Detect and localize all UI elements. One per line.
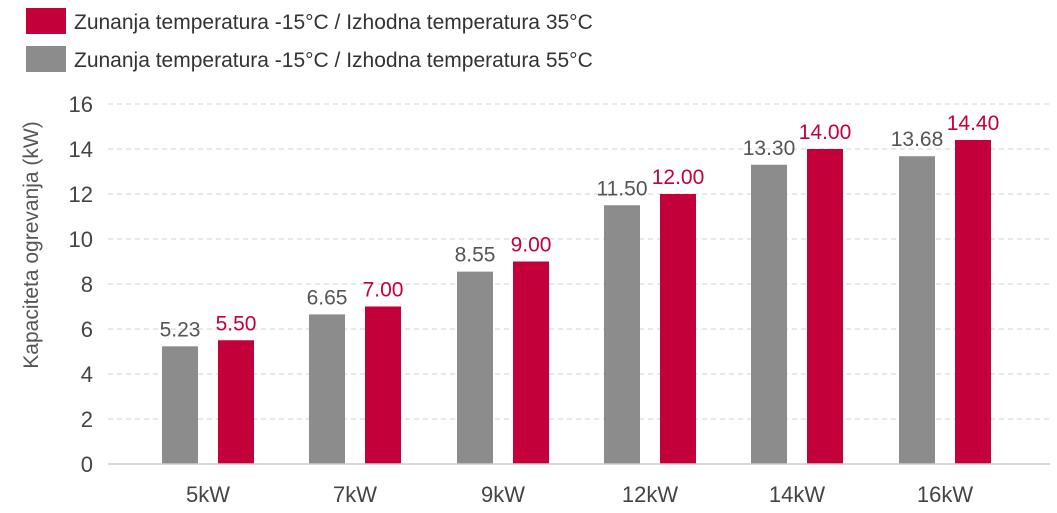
data-label: 7.00 bbox=[363, 279, 404, 302]
data-label: 11.50 bbox=[597, 177, 648, 200]
data-label: 5.23 bbox=[160, 318, 201, 341]
legend: Zunanja temperatura -15°C / Izhodna temp… bbox=[26, 8, 593, 72]
y-tick-label: 14 bbox=[69, 137, 93, 162]
category-label: 12kW bbox=[622, 482, 678, 507]
category-label: 9kW bbox=[481, 482, 525, 507]
bar-red-7kW bbox=[365, 306, 401, 464]
data-label: 12.00 bbox=[652, 166, 705, 189]
data-label: 13.68 bbox=[891, 128, 944, 151]
y-tick-label: 10 bbox=[69, 227, 93, 252]
y-tick-label: 4 bbox=[81, 362, 93, 387]
y-tick-label: 6 bbox=[81, 317, 93, 342]
data-label: 13.30 bbox=[743, 137, 796, 160]
y-tick-label: 0 bbox=[81, 452, 93, 477]
data-label: 14.40 bbox=[947, 112, 1000, 135]
y-axis-label: Kapaciteta ogrevanja (kW) bbox=[20, 121, 43, 368]
bar-gray-5kW bbox=[162, 346, 198, 464]
bar-red-16kW bbox=[955, 140, 991, 464]
bar-gray-16kW bbox=[899, 156, 935, 464]
y-tick-label: 12 bbox=[69, 182, 93, 207]
gridlines bbox=[108, 103, 1050, 420]
data-label: 5.50 bbox=[216, 312, 257, 335]
y-tick-label: 8 bbox=[81, 272, 93, 297]
bar-red-5kW bbox=[218, 340, 254, 464]
data-label: 6.65 bbox=[307, 286, 348, 309]
data-label: 14.00 bbox=[799, 121, 852, 144]
bar-red-12kW bbox=[660, 194, 696, 464]
legend-swatch bbox=[26, 46, 66, 72]
data-label: 8.55 bbox=[455, 244, 496, 267]
data-label: 9.00 bbox=[511, 234, 552, 257]
bars bbox=[162, 140, 991, 464]
bar-red-14kW bbox=[807, 149, 843, 464]
bar-gray-14kW bbox=[751, 164, 787, 464]
bar-gray-7kW bbox=[309, 314, 345, 464]
legend-swatch bbox=[26, 8, 66, 34]
bar-red-9kW bbox=[513, 261, 549, 464]
category-label: 5kW bbox=[186, 482, 230, 507]
category-label: 16kW bbox=[917, 482, 973, 507]
bar-gray-12kW bbox=[604, 205, 640, 464]
y-axis-ticks: 0 2 4 6 8 10 12 14 16 bbox=[69, 92, 93, 477]
legend-entry: Zunanja temperatura -15°C / Izhodna temp… bbox=[74, 49, 593, 72]
category-label: 7kW bbox=[333, 482, 377, 507]
bar-gray-9kW bbox=[457, 271, 493, 464]
category-label: 14kW bbox=[769, 482, 825, 507]
y-tick-label: 16 bbox=[69, 92, 93, 117]
y-tick-label: 2 bbox=[81, 407, 93, 432]
legend-entry: Zunanja temperatura -15°C / Izhodna temp… bbox=[74, 11, 593, 34]
category-labels: 5kW 7kW 9kW 12kW 14kW 16kW bbox=[186, 482, 973, 507]
